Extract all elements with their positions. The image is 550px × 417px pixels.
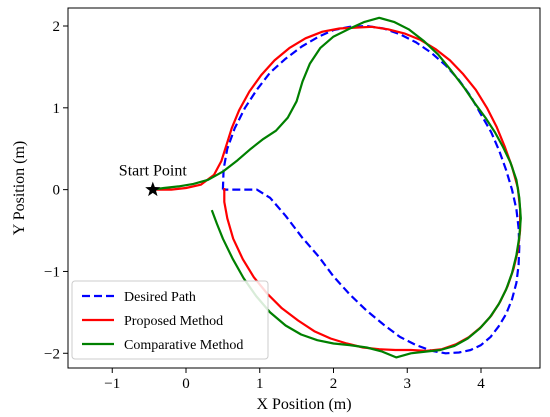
y-tick-label: −2 [44, 346, 60, 362]
series-traces [152, 16, 522, 359]
y-tick-label: 1 [53, 101, 61, 117]
legend: Desired Path Proposed Method Comparative M… [71, 280, 269, 360]
y-tick-label: −1 [44, 264, 60, 280]
x-tick-label: 3 [404, 376, 412, 392]
start-point-marker [145, 181, 161, 197]
x-tick-label: 1 [256, 376, 264, 392]
x-tick-label: 2 [330, 376, 338, 392]
legend-box [71, 280, 269, 360]
legend-label-0: Desired Path [124, 290, 196, 305]
y-tick-label: 2 [53, 19, 61, 35]
series-line-2 [152, 16, 522, 359]
x-axis-label: X Position (m) [256, 396, 351, 413]
legend-label-2: Comparative Method [124, 338, 243, 353]
y-tick-label: 0 [53, 183, 61, 199]
axis-ticks [63, 25, 482, 373]
legend-label-1: Proposed Method [124, 314, 223, 329]
x-tick-label: −1 [104, 376, 120, 392]
start-point-annotation: Start Point [119, 163, 188, 197]
start-point-label: Start Point [119, 163, 188, 180]
tick-labels: −1 0 1 2 3 4 −2 −1 0 1 2 [44, 19, 485, 392]
y-axis-label: Y Position (m) [11, 141, 28, 236]
x-tick-label: 0 [182, 376, 190, 392]
plot-frame [67, 7, 541, 369]
x-tick-label: 4 [477, 376, 485, 392]
